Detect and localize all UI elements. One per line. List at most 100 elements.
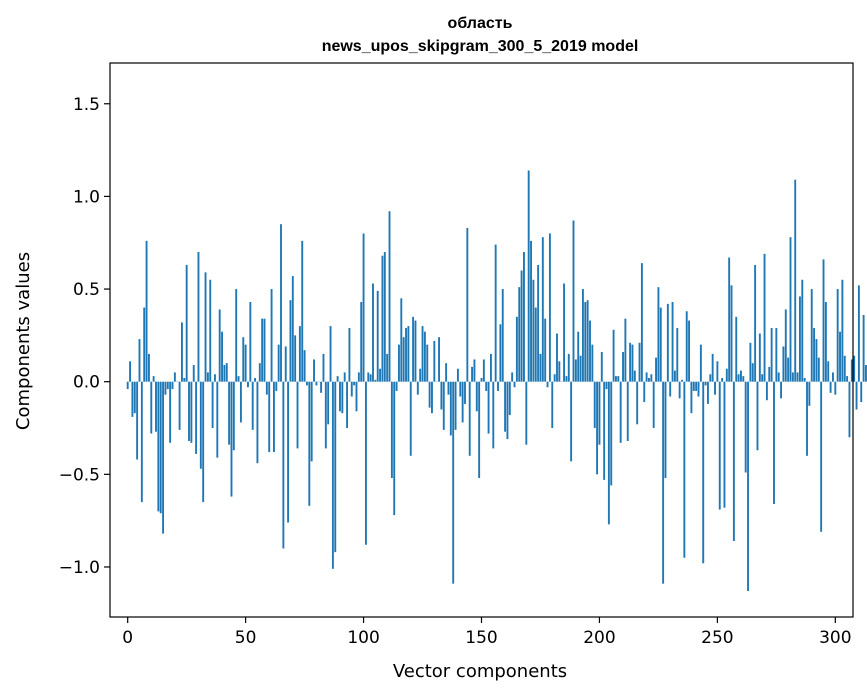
bar: [133, 381, 136, 414]
bar: [166, 381, 169, 390]
bar: [791, 372, 794, 382]
bar: [690, 381, 693, 414]
bar: [798, 296, 801, 382]
bar: [468, 381, 471, 456]
bar: [376, 290, 379, 382]
bar: [232, 381, 235, 451]
bar: [171, 381, 174, 390]
bar: [322, 353, 325, 382]
bar: [308, 381, 311, 506]
bar: [610, 381, 613, 486]
bar: [558, 361, 561, 382]
bar: [445, 363, 448, 382]
bar: [773, 381, 775, 504]
y-axis-label: Components values: [13, 252, 34, 430]
bar: [787, 357, 790, 382]
x-tick-label: 50: [235, 628, 257, 648]
bar: [551, 381, 554, 429]
bar: [268, 381, 271, 453]
bar: [671, 302, 674, 382]
bar: [228, 381, 231, 445]
bar: [185, 264, 188, 382]
bar: [598, 381, 601, 445]
x-tick-label: 300: [819, 628, 851, 648]
bar: [211, 381, 214, 429]
bar: [584, 302, 587, 382]
bar: [850, 359, 853, 382]
bar: [857, 285, 860, 382]
bar: [204, 272, 207, 382]
bar: [256, 381, 259, 464]
bar: [725, 368, 728, 382]
bar: [591, 344, 594, 382]
bar: [383, 251, 386, 382]
bar: [714, 381, 716, 395]
bar: [473, 359, 476, 382]
bar: [636, 381, 639, 425]
bar: [272, 381, 275, 453]
x-axis-ticks: 0 50 100 150 200 250 300: [122, 617, 852, 648]
x-tick-label: 250: [701, 628, 733, 648]
bar: [230, 381, 233, 497]
bar: [313, 359, 315, 382]
bar: [666, 303, 669, 382]
bar: [556, 333, 558, 382]
bar: [287, 381, 290, 523]
bar: [428, 381, 431, 408]
bar: [506, 381, 509, 440]
bar: [190, 381, 193, 443]
bar: [303, 350, 306, 382]
bar: [530, 240, 532, 382]
y-tick-label: 0.0: [73, 373, 100, 393]
bar: [289, 300, 292, 382]
bar: [716, 361, 719, 382]
bar: [784, 309, 787, 382]
bar: [813, 327, 816, 382]
bar: [706, 381, 709, 404]
bar: [388, 211, 391, 382]
bar: [853, 355, 856, 382]
bar: [280, 224, 282, 382]
bar: [131, 381, 134, 417]
bar: [145, 240, 148, 382]
bar: [353, 381, 356, 386]
bar: [815, 339, 818, 382]
bar: [438, 337, 440, 382]
bar: [574, 359, 577, 382]
bar: [619, 381, 622, 443]
bar: [763, 253, 766, 382]
bar: [832, 372, 834, 382]
bar: [452, 381, 455, 584]
bar: [143, 307, 146, 382]
bar: [664, 381, 667, 479]
bar: [218, 309, 221, 382]
x-tick-label: 0: [122, 628, 133, 648]
bar: [400, 298, 403, 382]
bar: [860, 381, 863, 403]
bar: [310, 381, 313, 462]
bar: [494, 244, 497, 382]
bar: [270, 289, 273, 382]
bar: [277, 344, 280, 382]
bar: [820, 381, 823, 532]
bar: [357, 372, 360, 382]
bar: [263, 318, 266, 382]
bar: [393, 381, 396, 516]
bar: [612, 329, 615, 382]
bar: [633, 370, 636, 382]
bar: [499, 324, 502, 382]
bar: [291, 276, 294, 382]
chart-title-line-1: область: [448, 15, 513, 32]
bar: [489, 353, 492, 382]
bar: [275, 381, 278, 391]
bar: [407, 326, 410, 382]
bar: [600, 352, 603, 382]
bar: [341, 381, 344, 414]
bar: [214, 374, 216, 382]
bar: [515, 316, 518, 382]
bar: [480, 377, 483, 382]
bar: [749, 342, 752, 382]
bar: [150, 381, 153, 434]
y-tick-label: 1.5: [73, 95, 100, 115]
